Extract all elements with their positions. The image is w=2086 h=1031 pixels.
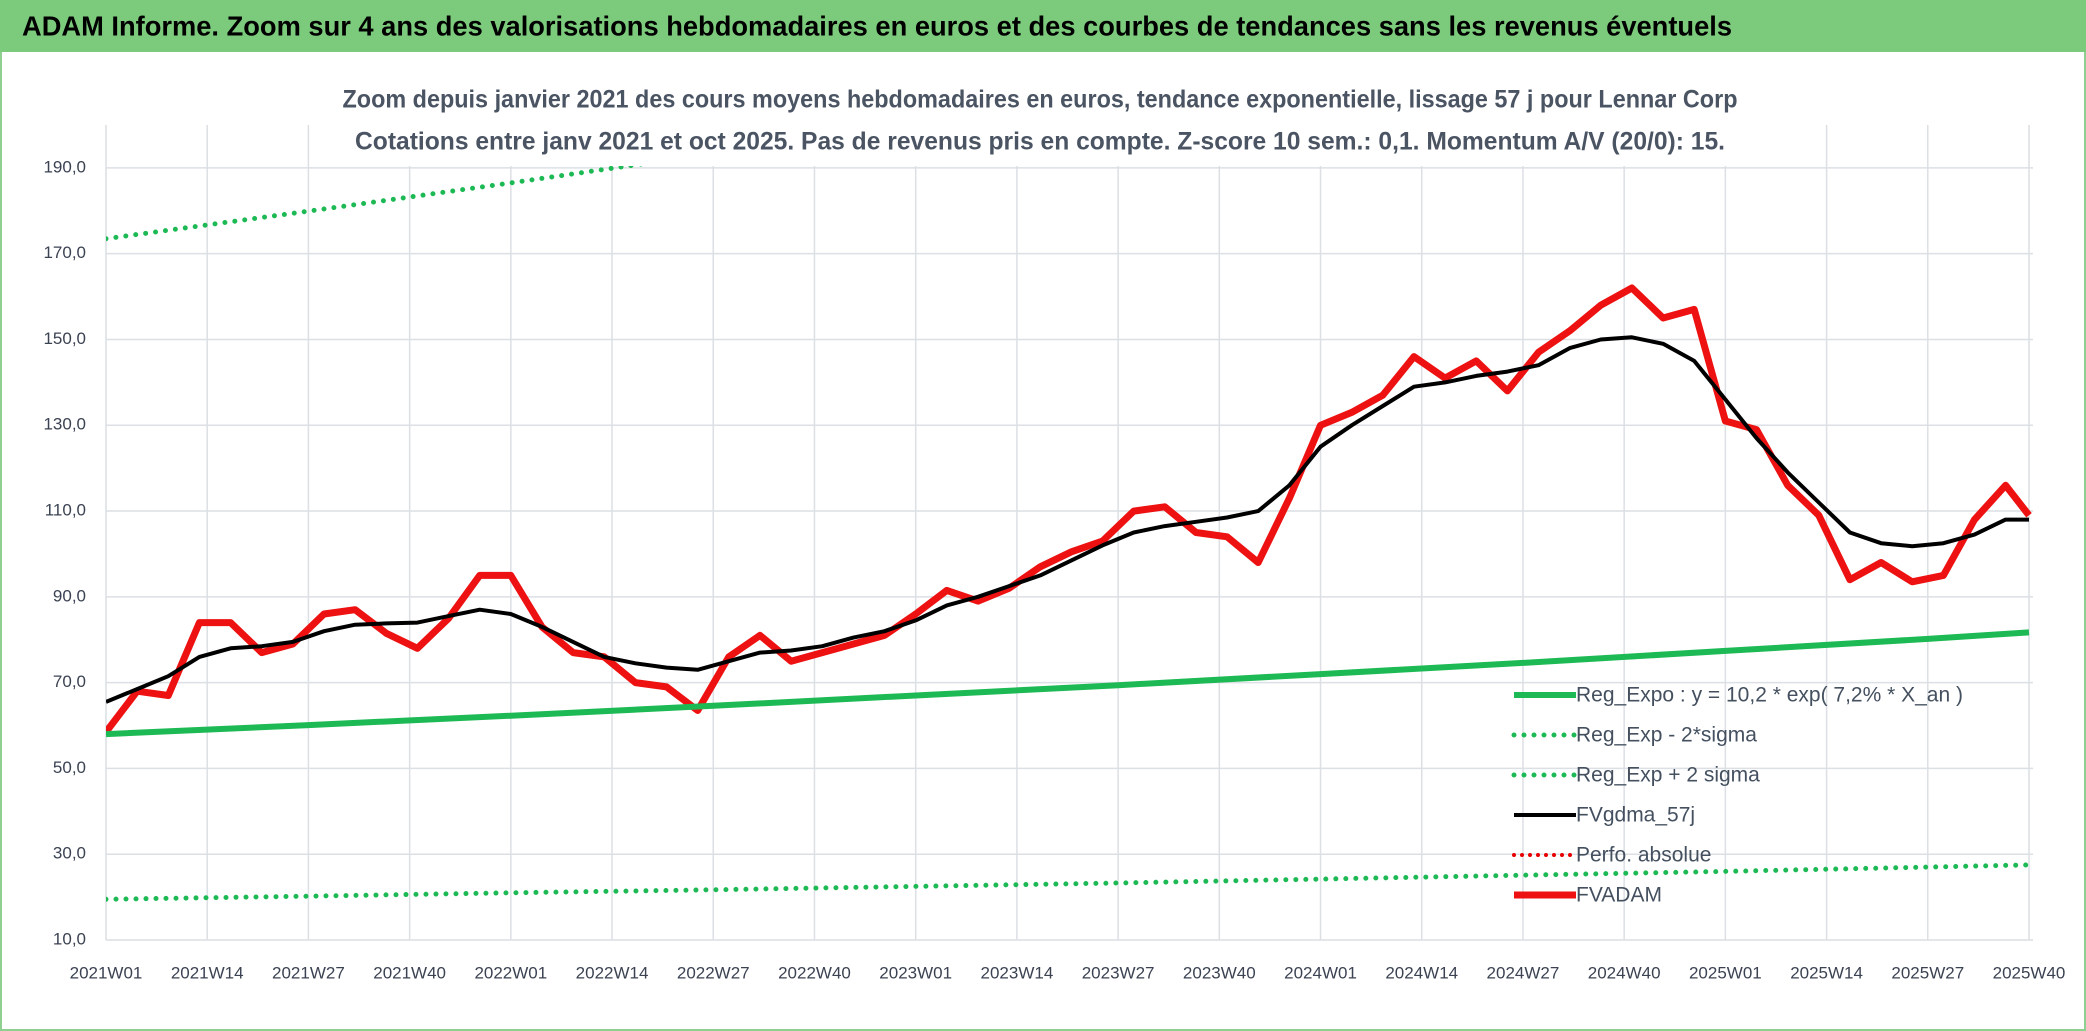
x-tick-label: 2022W27 <box>677 963 750 982</box>
x-tick-label: 2025W27 <box>1891 963 1964 982</box>
legend-label: Reg_Exp - 2*sigma <box>1576 724 1757 747</box>
subtitle-line: Zoom depuis janvier 2021 des cours moyen… <box>343 86 1738 114</box>
x-tick-label: 2023W14 <box>981 963 1054 982</box>
y-tick-label: 10,0 <box>53 929 86 948</box>
x-tick-label: 2024W40 <box>1588 963 1661 982</box>
series-line <box>106 335 2029 704</box>
x-tick-label: 2023W01 <box>879 963 952 982</box>
x-tick-label: 2021W01 <box>70 963 143 982</box>
x-tick-label: 2021W27 <box>272 963 345 982</box>
x-tick-label: 2021W40 <box>373 963 446 982</box>
y-tick-label: 70,0 <box>53 672 86 691</box>
title-bar <box>0 0 2086 52</box>
legend-label: Reg_Expo : y = 10,2 * exp( 7,2% * X_an ) <box>1576 684 1963 707</box>
y-tick-label: 110,0 <box>45 501 86 520</box>
y-tick-label: 130,0 <box>43 415 86 434</box>
x-tick-label: 2024W27 <box>1487 963 1560 982</box>
series-line <box>106 125 922 242</box>
subtitle-line: Cotations entre janv 2021 et oct 2025. P… <box>355 128 1725 156</box>
x-tick-label: 2023W40 <box>1183 963 1256 982</box>
x-tick-label: 2022W01 <box>474 963 547 982</box>
subtitle-box: Zoom depuis janvier 2021 des cours moyen… <box>338 80 1742 166</box>
legend-label: FVgdma_57j <box>1576 804 1695 827</box>
y-tick-label: 190,0 <box>43 157 86 176</box>
x-tick-label: 2021W14 <box>171 963 244 982</box>
subtitle-background <box>338 80 1742 166</box>
chart-title: ADAM Informe. Zoom sur 4 ans des valoris… <box>22 10 1732 41</box>
x-tick-label: 2022W40 <box>778 963 851 982</box>
x-tick-label: 2025W01 <box>1689 963 1762 982</box>
series-line <box>106 862 2032 902</box>
x-tick-label: 2025W14 <box>1790 963 1863 982</box>
series-line <box>106 629 2030 738</box>
x-tick-label: 2024W01 <box>1284 963 1357 982</box>
x-tick-label: 2022W14 <box>576 963 649 982</box>
legend-label: FVADAM <box>1576 884 1662 907</box>
legend-label: Perfo. absolue <box>1576 844 1711 867</box>
x-tick-label: 2025W40 <box>1993 963 2066 982</box>
legend-label: Reg_Exp + 2 sigma <box>1576 764 1760 787</box>
x-tick-label: 2024W14 <box>1385 963 1458 982</box>
y-tick-label: 150,0 <box>43 329 86 348</box>
x-tick-label: 2023W27 <box>1082 963 1155 982</box>
y-tick-label: 90,0 <box>53 586 86 605</box>
y-tick-label: 30,0 <box>53 844 86 863</box>
y-tick-label: 170,0 <box>43 243 86 262</box>
y-tick-label: 50,0 <box>53 758 86 777</box>
